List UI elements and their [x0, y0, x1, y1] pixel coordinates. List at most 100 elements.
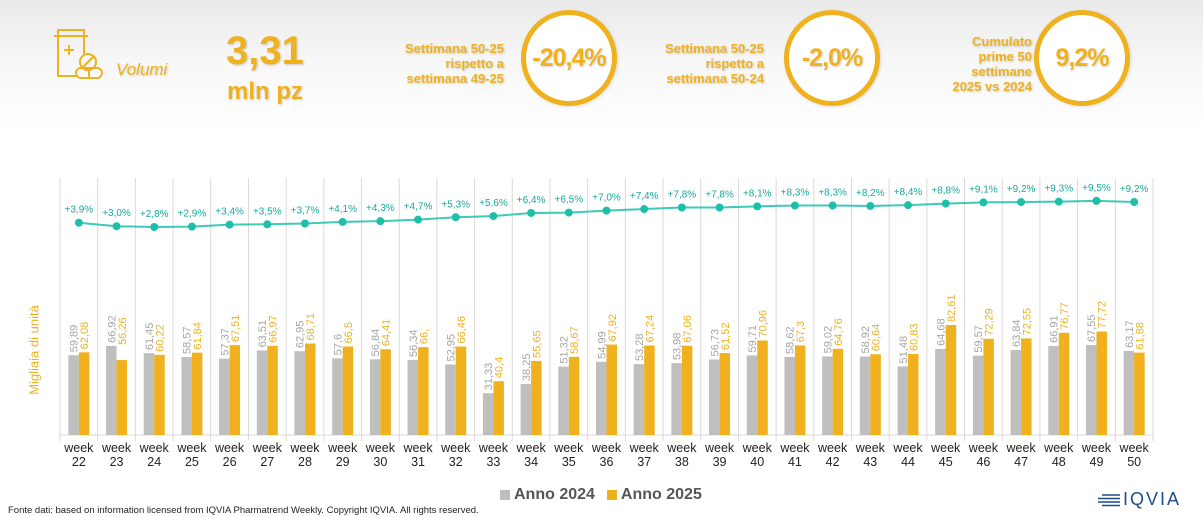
bar-2024	[596, 361, 607, 435]
bar-2024	[219, 358, 230, 435]
bar-2025	[832, 348, 844, 435]
caption-line: Settimana 50-25	[665, 41, 764, 56]
cumulative-label: +3,5%	[253, 206, 282, 217]
x-tick-label: week	[742, 441, 773, 455]
bar-label-2025: 62,08	[79, 322, 91, 350]
cumulative-point	[300, 219, 309, 228]
cumulative-point	[715, 203, 724, 212]
cumulative-label: +9,2%	[1007, 184, 1036, 195]
bar-label-2025: 61,88	[1134, 322, 1146, 350]
cumulative-label: +8,2%	[856, 188, 885, 199]
bar-2024	[633, 364, 645, 435]
x-tick-label: week	[629, 441, 660, 455]
bar-2025	[455, 346, 467, 435]
x-tick-label: week	[666, 441, 697, 455]
bar-label-2024: 63,84	[1011, 319, 1023, 347]
bar-2025	[380, 349, 391, 435]
bar-label-2024: 38,25	[521, 354, 533, 382]
caption-line: Cumulato	[972, 34, 1032, 49]
bar-label-2025: 66,46	[456, 316, 468, 344]
x-tick-label: 49	[1090, 455, 1104, 469]
bar-2024	[1085, 345, 1097, 435]
bar-label-2025: 66,	[418, 329, 430, 344]
bar-label-2025: 72,55	[1021, 308, 1033, 336]
bar-label-2024: 57,37	[219, 328, 231, 356]
cumulative-label: +3,7%	[291, 205, 320, 216]
x-tick-label: 27	[260, 455, 274, 469]
x-tick-label: 37	[637, 455, 651, 469]
bar-2025	[1134, 352, 1145, 435]
bar-label-2024: 51,48	[898, 336, 910, 364]
comparison-value: -2,0%	[801, 43, 863, 72]
x-tick-label: week	[139, 441, 170, 455]
bar-2024	[784, 356, 795, 435]
bar-2024	[671, 363, 682, 435]
cumulative-label: +6,4%	[517, 195, 546, 206]
bar-2025	[719, 353, 731, 435]
cumulative-point	[527, 208, 536, 217]
iqvia-logo-text: IQVIA	[1123, 489, 1182, 509]
comparison-circle-cumulative: 9,2%	[1034, 10, 1130, 106]
bar-2024	[143, 353, 155, 435]
x-tick-label: 48	[1052, 455, 1066, 469]
cumulative-point	[376, 217, 385, 226]
bar-2025	[1058, 332, 1070, 435]
cumulative-label: +4,7%	[404, 202, 433, 213]
cumulative-point	[489, 212, 498, 221]
bar-label-2024: 59,71	[747, 325, 759, 353]
cumulative-point	[414, 215, 423, 224]
cumulative-label: +6,5%	[554, 195, 583, 206]
x-tick-label: week	[1081, 441, 1112, 455]
x-tick-label: week	[704, 441, 735, 455]
cumulative-label: +4,3%	[366, 203, 395, 214]
bar-label-2024: 59,02	[822, 326, 834, 354]
x-tick-label: 46	[976, 455, 990, 469]
x-tick-label: 43	[863, 455, 877, 469]
bar-label-2025: 61,52	[720, 323, 732, 351]
caption-line: settimana 49-25	[406, 71, 504, 86]
x-tick-label: week	[855, 441, 886, 455]
cumulative-point	[828, 201, 837, 210]
cumulative-point	[602, 206, 611, 215]
x-tick-label: week	[1005, 441, 1036, 455]
bar-label-2025: 68,71	[305, 313, 317, 341]
cumulative-label: +7,4%	[630, 191, 659, 202]
x-tick-label: 35	[562, 455, 576, 469]
caption-line: settimana 50-24	[666, 71, 764, 86]
x-tick-label: 28	[298, 455, 312, 469]
bar-label-2024: 31,33	[483, 363, 495, 391]
bar-2025	[304, 343, 316, 435]
cumulative-point	[753, 202, 762, 211]
legend-item-2025: Anno 2025	[606, 486, 702, 504]
x-tick-label: week	[176, 441, 207, 455]
x-tick-label: week	[327, 441, 358, 455]
bar-2024	[520, 384, 532, 435]
bar-2025	[983, 338, 994, 435]
cumulative-label: +9,3%	[1044, 184, 1073, 195]
bar-label-2025: 66,97	[268, 315, 280, 343]
bar-label-2024: 63,17	[1124, 320, 1136, 348]
x-tick-label: 29	[336, 455, 350, 469]
legend: Anno 2024 Anno 2025	[500, 486, 702, 504]
caption-line: rispetto a	[705, 56, 764, 71]
x-tick-label: 25	[185, 455, 199, 469]
x-tick-label: 23	[110, 455, 124, 469]
bar-label-2024: 66,91	[1049, 315, 1061, 343]
bar-label-2025: 64,41	[381, 319, 393, 347]
bar-label-2025: 77,72	[1097, 301, 1109, 329]
x-tick-label: 38	[675, 455, 689, 469]
bar-label-2025: 64,76	[833, 318, 845, 346]
x-tick-label: 26	[223, 455, 237, 469]
bar-2025	[870, 354, 881, 435]
bar-label-2024: 52,95	[445, 334, 457, 362]
cumulative-point	[904, 201, 913, 210]
cumulative-label: +2,8%	[140, 209, 169, 220]
bar-2025	[1021, 338, 1032, 435]
cumulative-point	[451, 213, 460, 222]
bar-2025	[606, 344, 617, 435]
cumulative-point	[150, 223, 159, 231]
caption-line: settimane	[971, 64, 1032, 79]
x-tick-label: week	[779, 441, 810, 455]
bar-2025	[116, 360, 128, 435]
comparison-caption-cumulative: Cumulato prime 50 settimane 2025 vs 2024	[910, 34, 1032, 94]
